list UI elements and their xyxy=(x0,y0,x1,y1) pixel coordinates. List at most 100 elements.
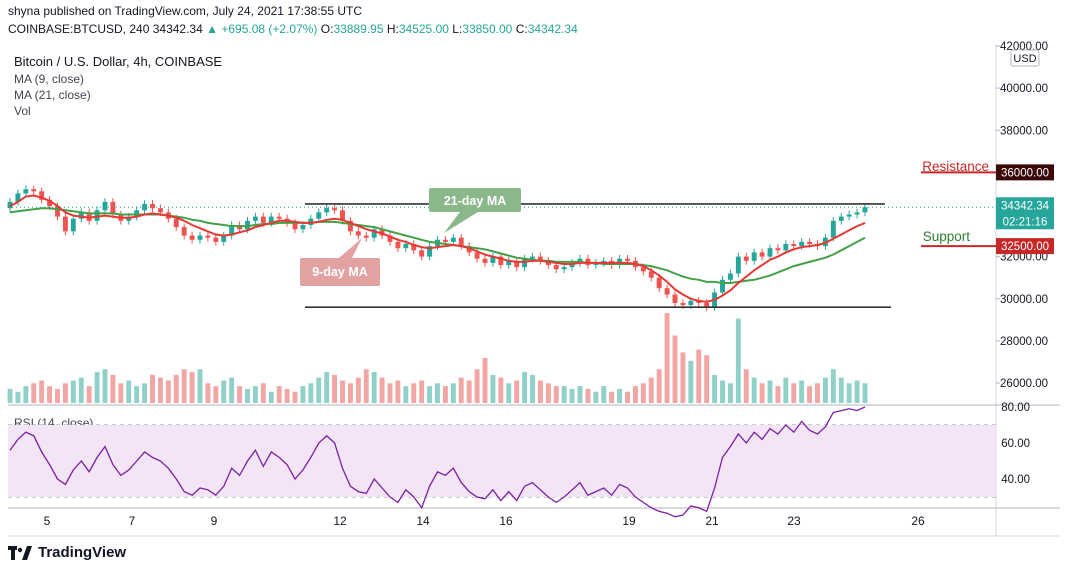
time-tick-label: 12 xyxy=(333,514,347,528)
volume-bar xyxy=(838,377,844,403)
candle-body xyxy=(39,191,45,200)
candle-body xyxy=(403,243,409,249)
candle-body xyxy=(237,225,243,230)
candle-body xyxy=(419,250,425,257)
volume-bar xyxy=(419,380,425,403)
volume-bar xyxy=(31,383,37,403)
volume-bar xyxy=(720,380,725,403)
ohlc-line: COINBASE:BTCUSD, 240 34342.34 ▲ +695.08 … xyxy=(8,22,578,36)
volume-bar xyxy=(490,374,496,403)
time-tick-label: 26 xyxy=(911,514,925,528)
candle-body xyxy=(355,231,361,236)
volume-bar xyxy=(150,374,155,403)
candle-body xyxy=(387,235,393,242)
time-tick-label: 5 xyxy=(44,514,51,528)
volume-bar xyxy=(47,386,53,403)
volume-bar xyxy=(735,318,741,403)
volume-bar xyxy=(577,386,583,403)
open-label: O: xyxy=(320,22,334,36)
support-tag xyxy=(996,238,1054,255)
annotations: Resistance Support xyxy=(922,159,989,244)
candle-body xyxy=(189,235,195,240)
volume-bar xyxy=(355,377,361,403)
ma9-line xyxy=(9,194,866,303)
volume-bar xyxy=(347,383,353,403)
currency-badge[interactable] xyxy=(1010,49,1040,67)
volume-bar xyxy=(458,377,464,403)
volume-bar xyxy=(450,383,456,403)
volume-bar xyxy=(514,380,520,403)
resistance-tag xyxy=(996,164,1054,181)
resistance-tag-text: 36000.00 xyxy=(1001,167,1049,179)
time-tick-label: 9 xyxy=(211,514,218,528)
ma9-legend[interactable]: MA (9, close) xyxy=(14,72,85,86)
candle-body xyxy=(347,220,353,232)
volume-bar xyxy=(783,377,789,403)
ma9-callout-text: 9-day MA xyxy=(312,265,368,279)
candle-body xyxy=(62,216,68,232)
volume-bar xyxy=(7,388,13,403)
candle-body xyxy=(846,214,852,217)
candle-body xyxy=(830,220,836,238)
ma21-legend[interactable]: MA (21, close) xyxy=(14,88,91,102)
candle-body xyxy=(134,210,140,217)
candle-body xyxy=(300,225,306,230)
volume-bar xyxy=(727,383,733,403)
candle-body xyxy=(720,279,725,293)
time-tick-label: 19 xyxy=(622,514,636,528)
volume-bar xyxy=(39,380,45,403)
volume-legend[interactable]: Vol xyxy=(14,104,31,118)
candle-body xyxy=(498,256,504,266)
volume-bar xyxy=(157,377,163,403)
candle-body xyxy=(78,212,84,219)
candle-body xyxy=(15,193,21,202)
candle-body xyxy=(173,218,179,228)
volume-bar xyxy=(134,386,140,403)
candle-body xyxy=(474,252,480,259)
candle-body xyxy=(617,258,623,266)
volume-bar xyxy=(55,388,60,403)
volume-bar xyxy=(442,386,448,403)
candle-body xyxy=(411,243,417,251)
candle-body xyxy=(799,241,805,247)
candle-body xyxy=(340,210,345,221)
volume-bar xyxy=(371,372,377,403)
candle-body xyxy=(268,216,274,223)
volume-bar xyxy=(561,386,567,403)
volume-bar xyxy=(276,386,282,403)
candle-body xyxy=(561,267,567,270)
time-tick-label: 14 xyxy=(416,514,430,528)
volume-bar xyxy=(237,386,243,403)
volume-bar xyxy=(86,386,92,403)
candle-body xyxy=(252,216,258,221)
volume-bar xyxy=(688,360,694,403)
candle-body xyxy=(245,220,250,230)
volume-bar xyxy=(300,386,306,403)
tradingview-logo-icon xyxy=(8,545,32,560)
candle-body xyxy=(704,302,710,308)
candle-body xyxy=(126,216,132,221)
candle-body xyxy=(593,262,599,266)
time-tick-label: 16 xyxy=(499,514,513,528)
volume-bars xyxy=(7,313,868,403)
volume-bar xyxy=(569,388,575,403)
volume-bar xyxy=(672,335,678,403)
price-tick-label: 28000.00 xyxy=(1000,336,1048,348)
volume-bar xyxy=(118,383,124,403)
high-value: 34525.00 xyxy=(398,22,449,36)
volume-bar xyxy=(553,386,559,403)
volume-bar xyxy=(712,374,718,403)
candle-body xyxy=(553,265,559,270)
volume-bar xyxy=(23,386,29,403)
volume-bar xyxy=(379,377,385,403)
price-tick-label: 40000.00 xyxy=(1000,83,1048,95)
volume-bar xyxy=(854,380,860,403)
candle-body xyxy=(854,212,860,215)
volume-bar xyxy=(427,386,433,403)
volume-bar xyxy=(332,374,338,403)
rsi-tick-label: 80.00 xyxy=(1001,402,1030,414)
candle-body xyxy=(751,252,757,261)
volume-bar xyxy=(229,377,235,403)
volume-bar xyxy=(743,369,749,403)
